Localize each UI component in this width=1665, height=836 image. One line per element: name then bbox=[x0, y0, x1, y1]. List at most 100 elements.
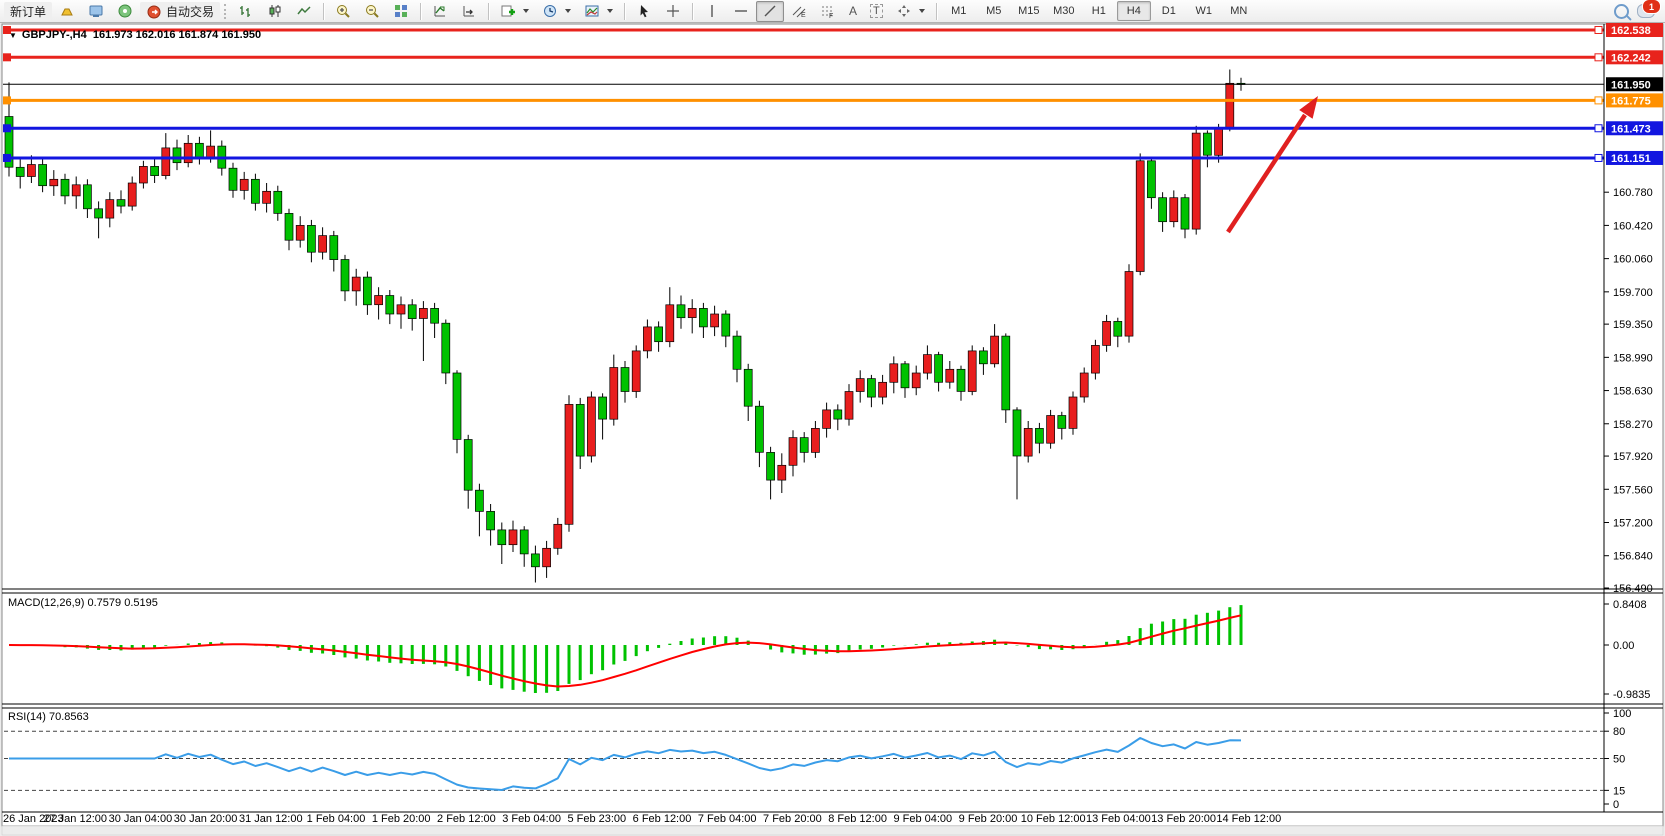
label-tool-label: T bbox=[870, 4, 883, 18]
bar-chart-button[interactable] bbox=[232, 1, 260, 22]
zoom-out-icon bbox=[364, 3, 380, 19]
template-dropdown[interactable] bbox=[578, 1, 619, 22]
price-tag-161.473: 161.473 bbox=[1611, 123, 1651, 135]
timeframe-button-M30[interactable]: M30 bbox=[1053, 5, 1075, 17]
arrows-tool-dropdown[interactable] bbox=[890, 1, 931, 22]
zoom-in-button[interactable] bbox=[329, 1, 357, 22]
market-watch-button[interactable] bbox=[53, 1, 81, 22]
channel-tool-button[interactable]: E bbox=[785, 1, 813, 22]
timeframe-button-W1[interactable]: W1 bbox=[1195, 5, 1213, 17]
candle bbox=[1079, 372, 1089, 398]
candle bbox=[351, 276, 361, 292]
candle bbox=[139, 166, 148, 184]
timeframe-button-M1[interactable]: M1 bbox=[951, 5, 967, 17]
candle bbox=[900, 363, 910, 389]
search-icon[interactable] bbox=[1614, 3, 1629, 19]
chevron-down-icon[interactable]: ▼ bbox=[9, 31, 17, 40]
current-price-tag-bg bbox=[1606, 77, 1663, 92]
dropdown-caret bbox=[918, 9, 925, 13]
candle bbox=[228, 167, 238, 191]
indicators-window-button[interactable] bbox=[426, 1, 454, 22]
autotrade-button[interactable]: 自动交易 bbox=[140, 1, 221, 21]
price-axis-label: 157.560 bbox=[1613, 484, 1653, 496]
hline-left-anchor[interactable] bbox=[3, 153, 11, 162]
timeframe-button-H1[interactable]: H1 bbox=[1091, 5, 1106, 17]
price-tag-161.151: 161.151 bbox=[1611, 153, 1651, 165]
hline-left-anchor[interactable] bbox=[3, 26, 11, 34]
time-axis-label: 30 Jan 04:00 bbox=[109, 813, 173, 825]
svg-text:E: E bbox=[801, 12, 806, 19]
notifications-icon[interactable]: 1 bbox=[1637, 0, 1661, 18]
candle bbox=[721, 313, 731, 337]
candle bbox=[788, 437, 798, 466]
candle bbox=[206, 145, 215, 158]
chart-shift-button[interactable] bbox=[455, 1, 483, 22]
candle bbox=[1203, 132, 1212, 156]
toolbar-separator bbox=[488, 2, 490, 20]
candle bbox=[38, 164, 47, 187]
zoom-in-icon bbox=[335, 3, 351, 19]
terminal-button[interactable] bbox=[82, 1, 110, 22]
zoom-out-button[interactable] bbox=[358, 1, 386, 22]
candle bbox=[665, 304, 675, 343]
add-indicator-dropdown[interactable] bbox=[494, 1, 535, 22]
timeframe-button-M5[interactable]: M5 bbox=[986, 5, 1002, 17]
candle bbox=[631, 350, 641, 392]
candle bbox=[127, 182, 137, 207]
hline-left-anchor[interactable] bbox=[3, 124, 11, 133]
vertical-line-icon bbox=[704, 3, 720, 19]
candle bbox=[676, 304, 686, 319]
candle bbox=[1124, 271, 1134, 337]
macd-panel-label: MACD(12,26,9) 0.7579 0.5195 bbox=[8, 597, 158, 609]
time-axis-label: 13 Feb 20:00 bbox=[1151, 813, 1216, 825]
timeframe-button-D1[interactable]: D1 bbox=[1161, 5, 1176, 17]
text-tool-button[interactable]: A bbox=[843, 1, 863, 22]
horizontal-line-tool-button[interactable] bbox=[727, 1, 755, 22]
signal-button[interactable] bbox=[111, 1, 139, 22]
price-tag-161.473-bg bbox=[1606, 121, 1663, 136]
fibonacci-tool-button[interactable]: F bbox=[814, 1, 842, 22]
macd-signal-line bbox=[8, 614, 1242, 688]
timeframe-button-H4[interactable]: H4 bbox=[1116, 1, 1151, 21]
macd-signal-value: 0.5195 bbox=[124, 597, 158, 609]
tile-windows-button[interactable] bbox=[387, 1, 415, 22]
candle bbox=[49, 178, 59, 187]
candle bbox=[1147, 160, 1156, 199]
candle bbox=[531, 553, 540, 568]
time-axis-label: 7 Feb 04:00 bbox=[698, 813, 757, 825]
rsi-axis-label: 80 bbox=[1613, 726, 1625, 738]
toolbar-separator bbox=[935, 2, 937, 20]
toolbar-separator bbox=[323, 2, 325, 20]
period-dropdown[interactable] bbox=[536, 1, 577, 22]
cursor-icon bbox=[636, 3, 652, 19]
hline-left-anchor[interactable] bbox=[3, 53, 11, 62]
candle bbox=[83, 184, 92, 210]
timeframe-button-M15[interactable]: M15 bbox=[1018, 5, 1040, 17]
hline-axis-anchor bbox=[1594, 26, 1603, 34]
new-order-button[interactable]: 新订单 bbox=[4, 1, 53, 21]
trend-arrow-line[interactable] bbox=[1226, 113, 1307, 234]
candle bbox=[452, 372, 462, 440]
line-chart-button[interactable] bbox=[290, 1, 318, 22]
candle-chart-button[interactable] bbox=[261, 1, 289, 22]
candle bbox=[340, 259, 350, 292]
trendline-tool-button[interactable] bbox=[756, 0, 785, 22]
price-tag-162.242: 162.242 bbox=[1611, 52, 1651, 64]
time-axis-label: 6 Feb 12:00 bbox=[633, 813, 692, 825]
macd-axis-label: -0.9835 bbox=[1613, 689, 1650, 701]
timeframe-button-MN[interactable]: MN bbox=[1230, 5, 1248, 17]
crosshair-tool-button[interactable] bbox=[659, 1, 687, 22]
time-axis-label: 1 Feb 04:00 bbox=[307, 813, 366, 825]
trend-arrow-head bbox=[1299, 96, 1318, 119]
chart-symbol-header: ▼ GBPJPY-,H4 161.973 162.016 161.874 161.… bbox=[9, 29, 261, 41]
candle bbox=[419, 308, 428, 319]
cursor-tool-button[interactable] bbox=[630, 1, 658, 22]
candle bbox=[195, 142, 204, 158]
time-axis-label: 1 Feb 20:00 bbox=[372, 813, 431, 825]
vertical-line-tool-button[interactable] bbox=[698, 1, 726, 22]
hline-left-anchor[interactable] bbox=[3, 96, 11, 105]
candle bbox=[755, 405, 764, 453]
candle bbox=[1102, 321, 1111, 346]
label-tool-button[interactable]: T bbox=[864, 1, 889, 22]
